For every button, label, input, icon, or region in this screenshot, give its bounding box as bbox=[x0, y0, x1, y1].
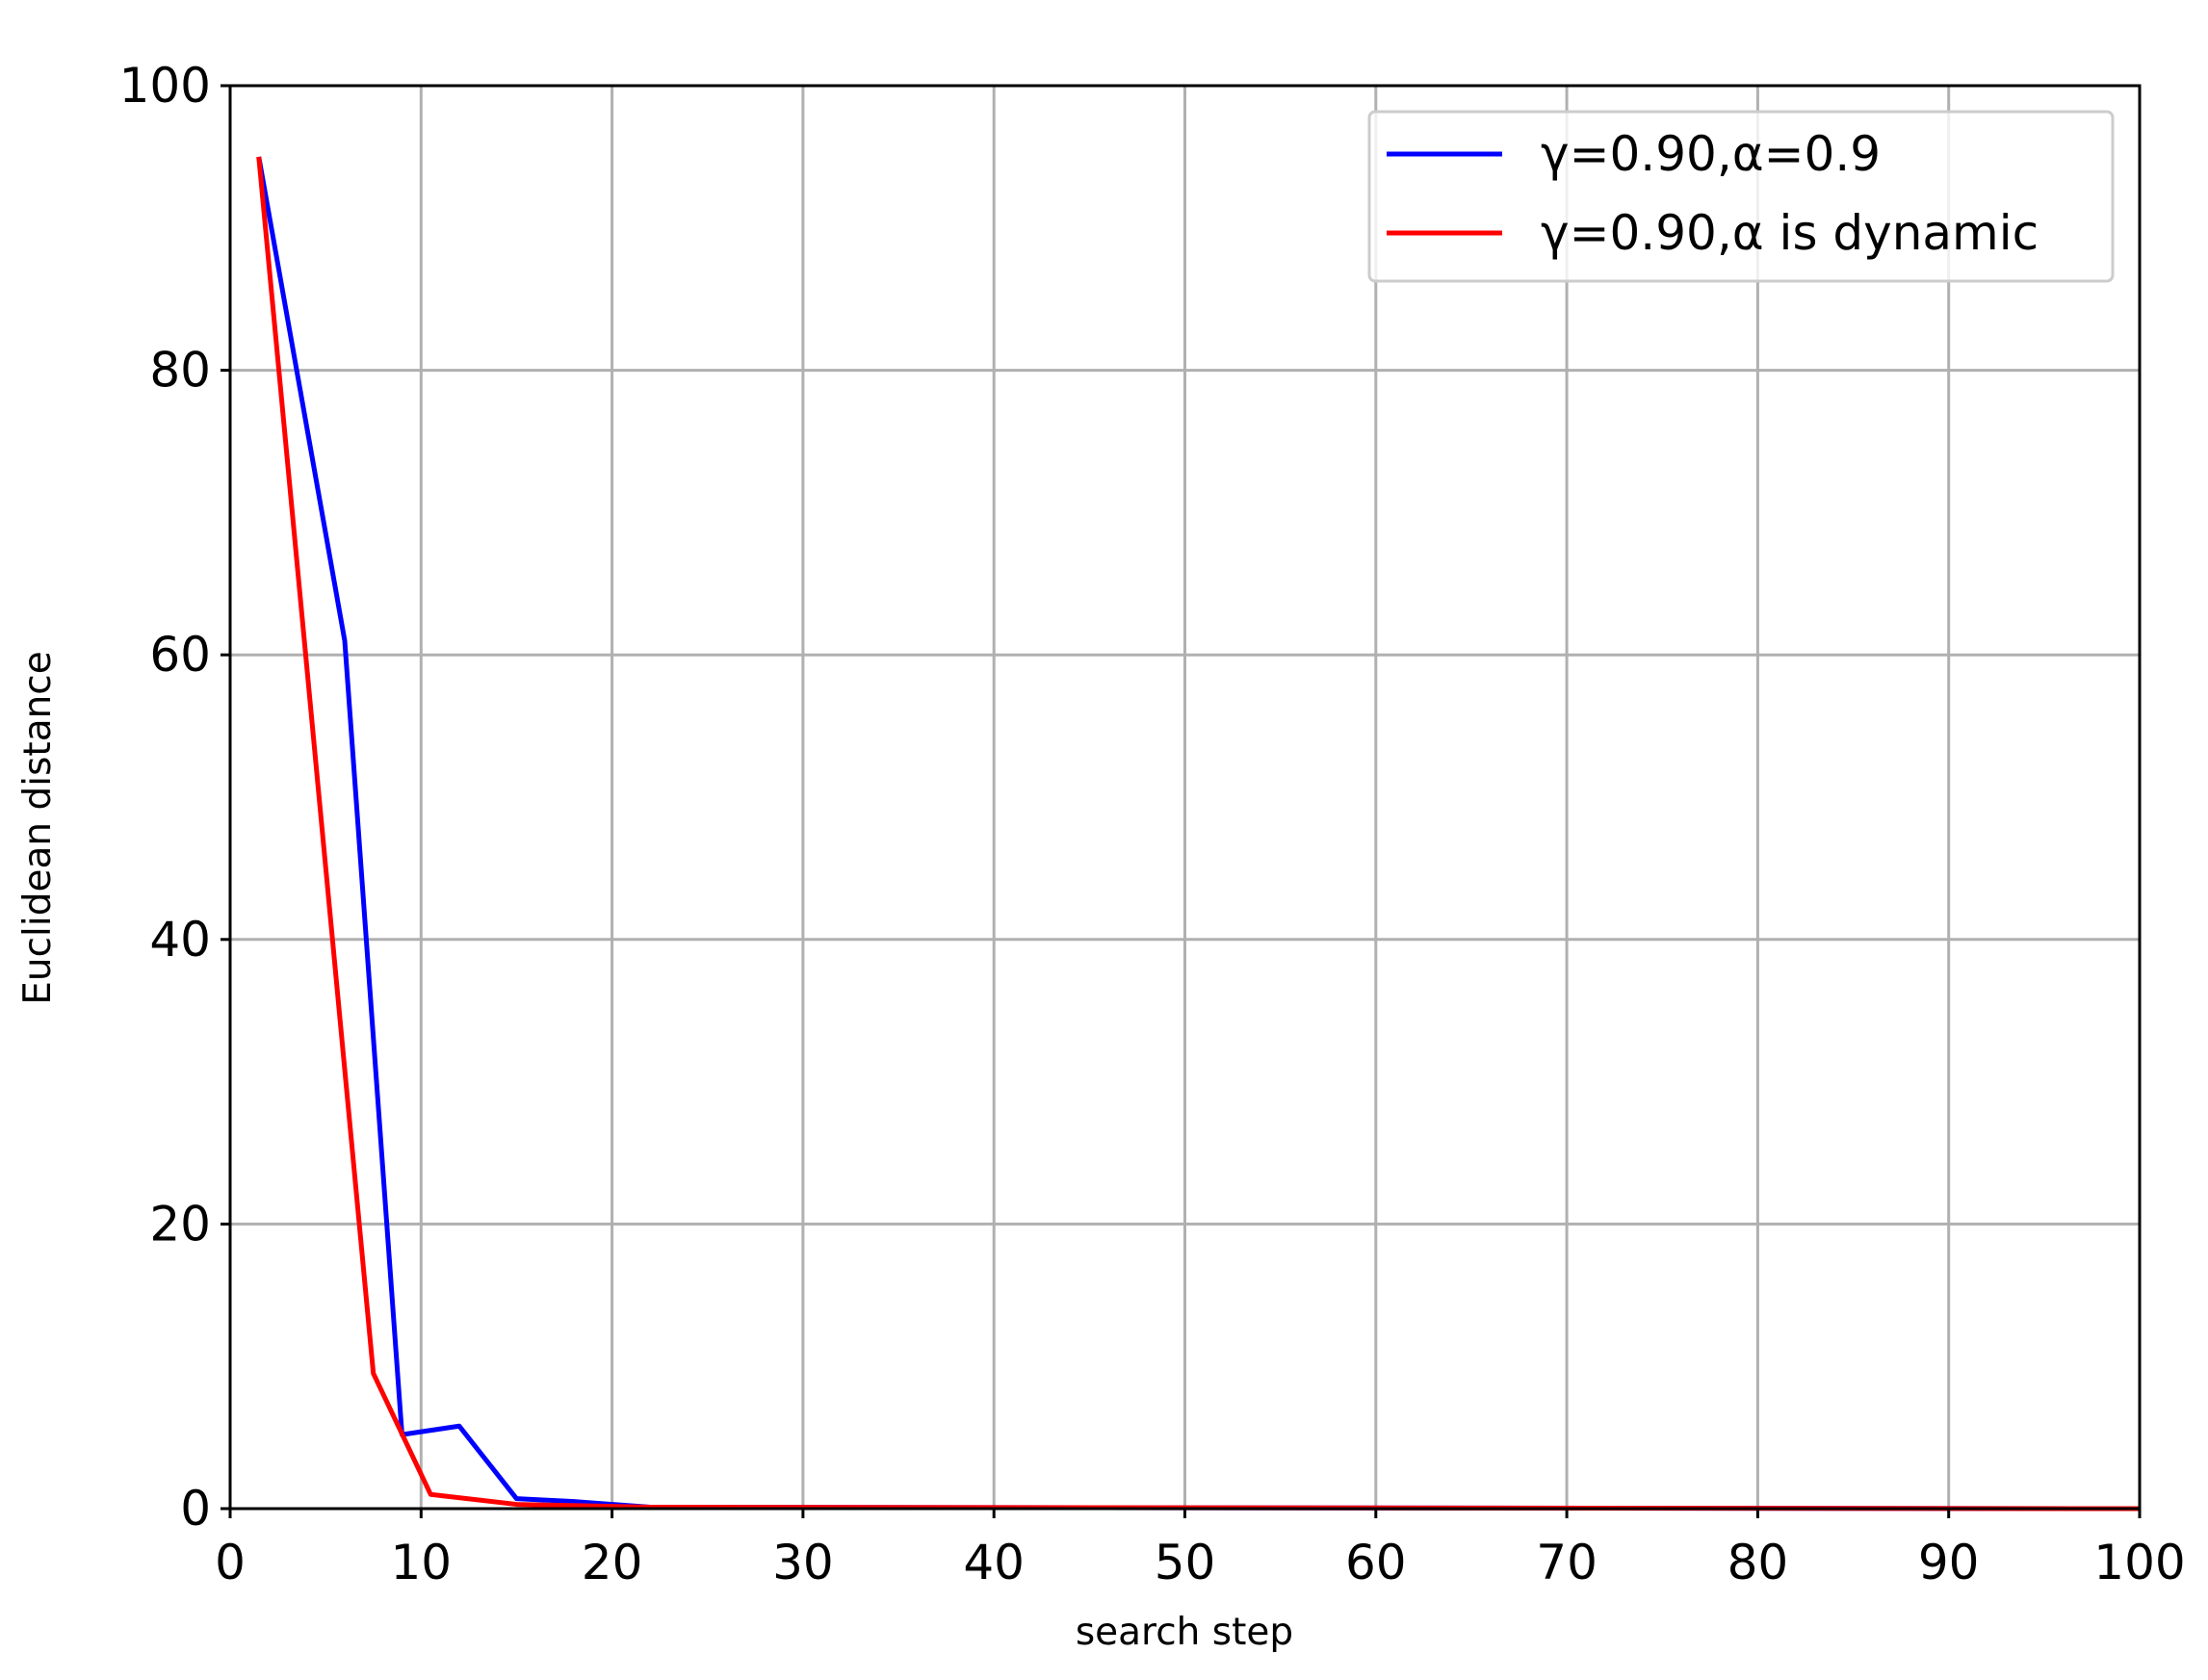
x-tick-label: 40 bbox=[963, 1535, 1025, 1590]
x-tick-label: 0 bbox=[215, 1535, 246, 1590]
y-tick-label: 20 bbox=[149, 1196, 211, 1252]
axes: 0 10 20 30 40 50 60 70 80 90 100 0 20 40 60 80 100 bbox=[119, 58, 2186, 1590]
x-tick-label: 50 bbox=[1155, 1535, 1216, 1590]
y-tick-label: 0 bbox=[180, 1481, 211, 1537]
legend: γ=0.90,α=0.9 γ=0.90,α is dynamic bbox=[1367, 110, 2115, 283]
legend-label: γ=0.90,α=0.9 bbox=[1541, 126, 1881, 182]
series-line bbox=[256, 156, 2141, 1512]
x-tick-label: 60 bbox=[1345, 1535, 1407, 1590]
x-tick-label: 80 bbox=[1727, 1535, 1789, 1590]
y-tick-label: 40 bbox=[149, 912, 211, 968]
legend-label: γ=0.90,α is dynamic bbox=[1541, 205, 2039, 261]
x-tick-label: 10 bbox=[390, 1535, 452, 1590]
grid bbox=[228, 84, 2142, 1511]
x-tick-label: 90 bbox=[1918, 1535, 1980, 1590]
y-tick-label: 100 bbox=[119, 58, 211, 114]
x-tick-label: 30 bbox=[772, 1535, 834, 1590]
y-tick-label: 60 bbox=[149, 627, 211, 683]
series-line bbox=[256, 156, 2141, 1512]
legend-box bbox=[1367, 110, 2115, 283]
x-tick-label: 70 bbox=[1536, 1535, 1598, 1590]
y-tick-label: 80 bbox=[149, 343, 211, 399]
x-tick-label: 20 bbox=[582, 1535, 643, 1590]
x-tick-label: 100 bbox=[2093, 1535, 2185, 1590]
y-axis-label: Euclidean distance bbox=[16, 651, 60, 1005]
plot-lines bbox=[256, 156, 2141, 1512]
x-axis-label: search step bbox=[1076, 1611, 1293, 1654]
